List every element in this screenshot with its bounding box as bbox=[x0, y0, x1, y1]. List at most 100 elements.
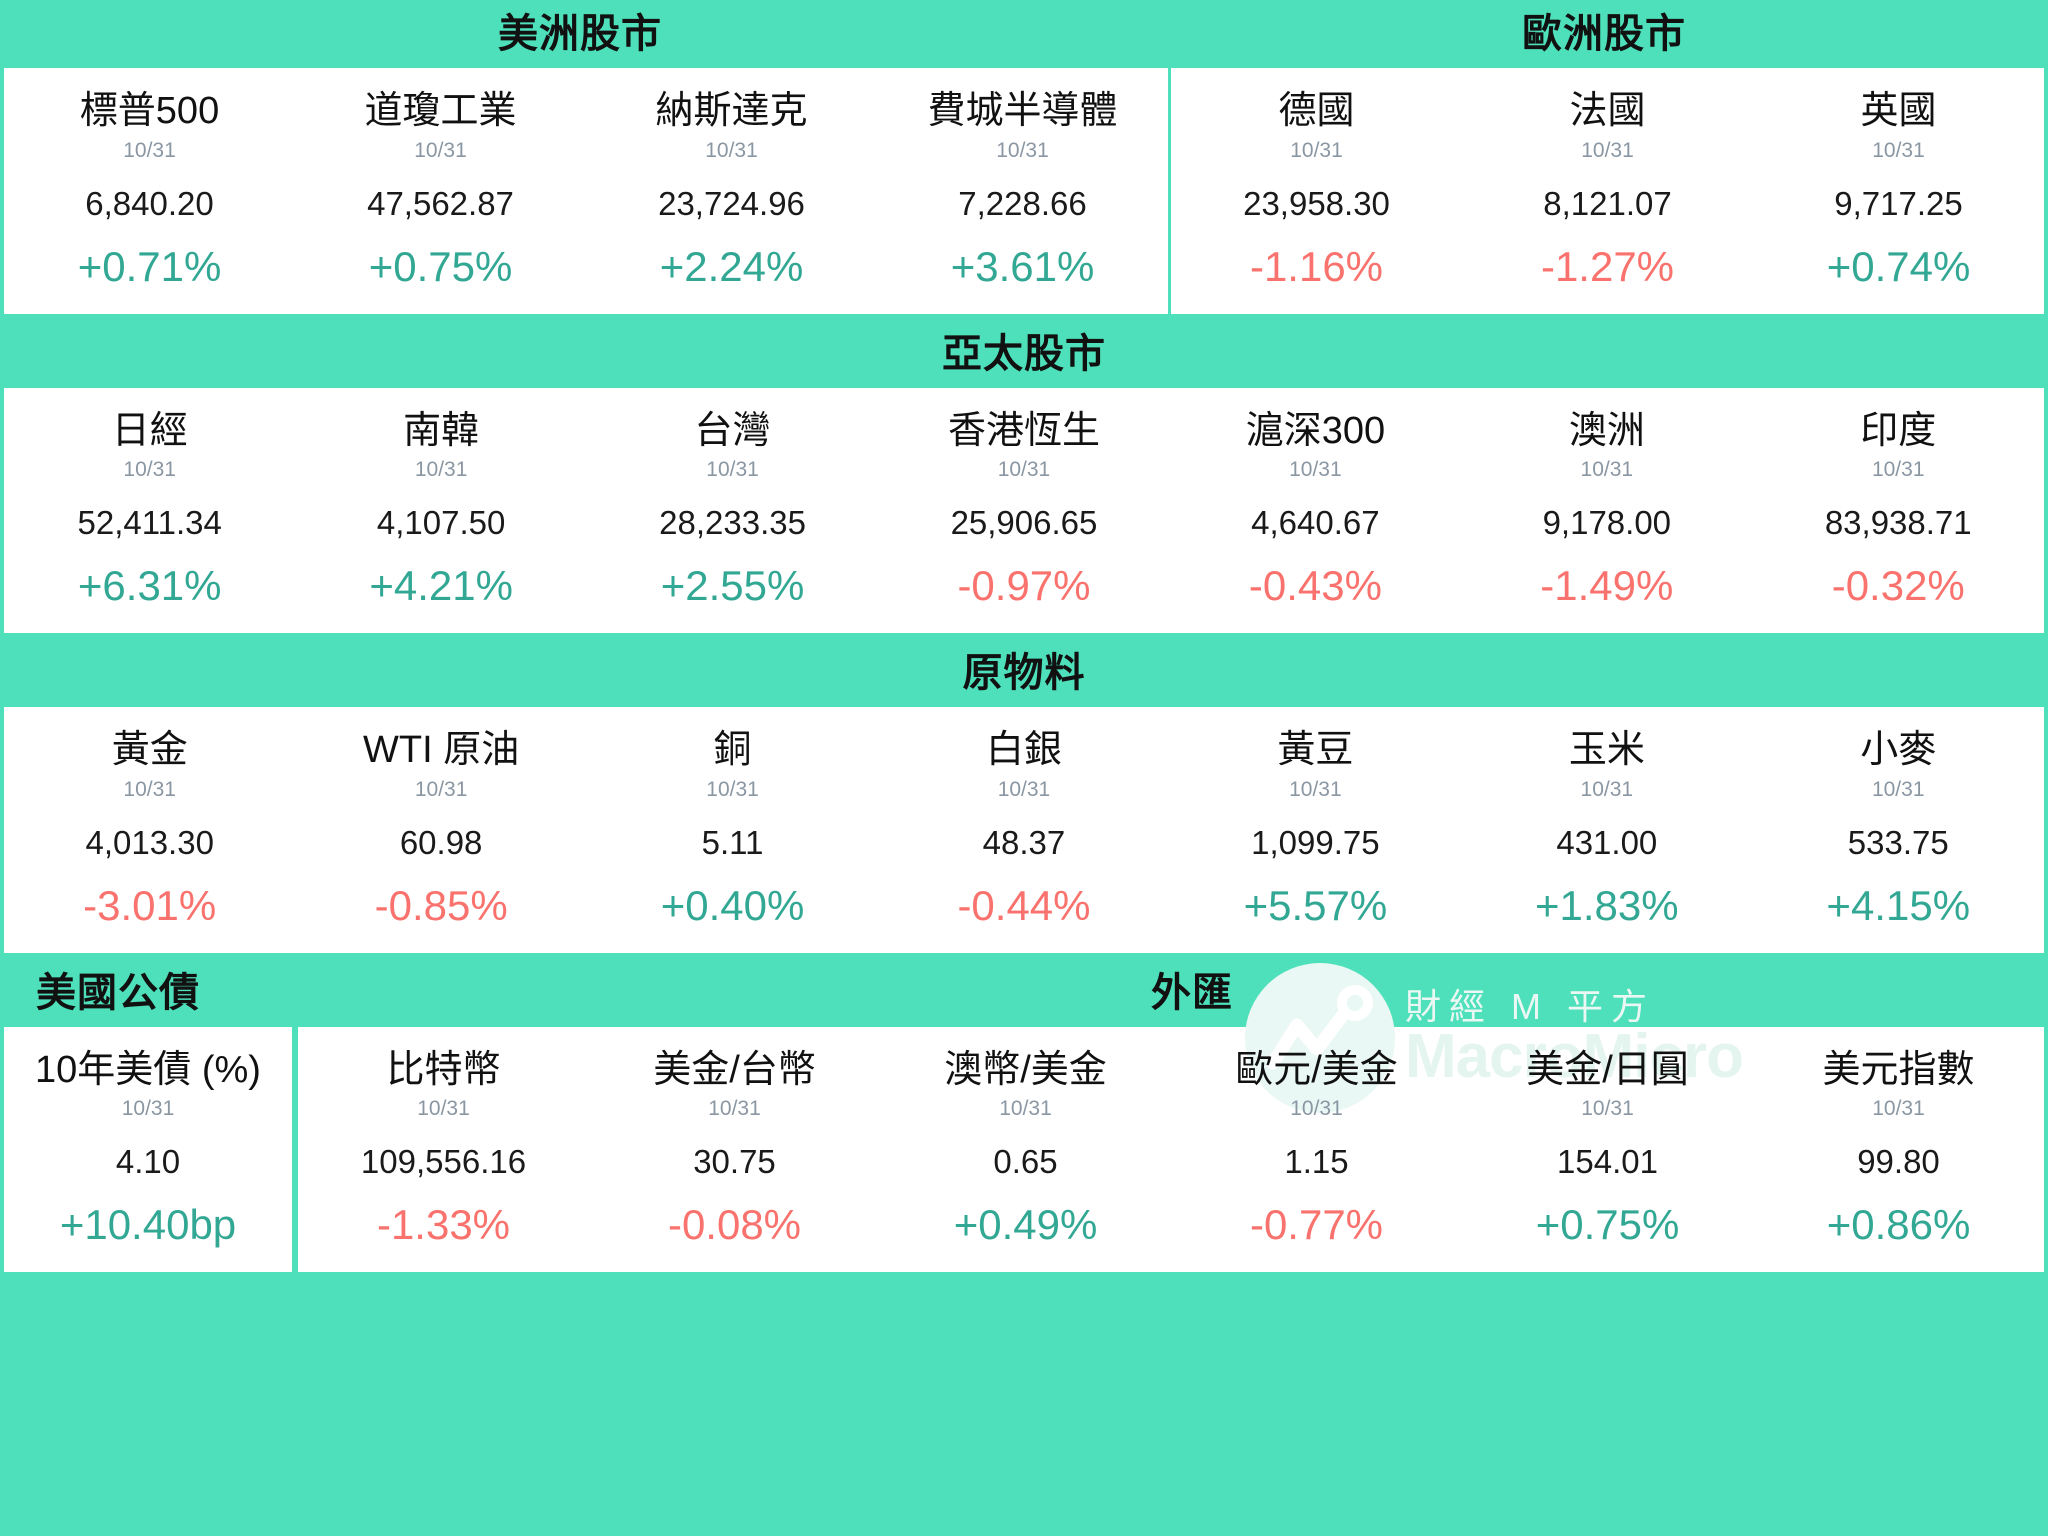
quote-cell[interactable]: 印度 10/31 83,938.71 -0.32% bbox=[1753, 388, 2044, 634]
quote-name: 小麥 bbox=[1860, 729, 1937, 772]
quote-value: 4,107.50 bbox=[376, 504, 506, 542]
quote-change: -1.16% bbox=[1249, 242, 1384, 290]
quote-cell[interactable]: 澳洲 10/31 9,178.00 -1.49% bbox=[1461, 388, 1752, 634]
quote-change: -1.49% bbox=[1540, 562, 1674, 610]
quote-value: 60.98 bbox=[399, 823, 483, 861]
quote-change: -0.44% bbox=[957, 881, 1091, 929]
quote-name: 澳幣/美金 bbox=[944, 1048, 1107, 1091]
quote-value: 48.37 bbox=[982, 823, 1066, 861]
quote-value: 99.80 bbox=[1857, 1143, 1940, 1181]
row1-panel-row: 標普500 10/31 6,840.20 +0.71% 道瓊工業 10/31 4… bbox=[0, 68, 2048, 314]
quote-date: 10/31 bbox=[1289, 458, 1342, 482]
quote-change: -0.32% bbox=[1831, 562, 1965, 610]
quote-change: -1.33% bbox=[376, 1201, 511, 1249]
quote-cell[interactable]: 比特幣 10/31 109,556.16 -1.33% bbox=[298, 1027, 589, 1273]
quote-cell[interactable]: 台灣 10/31 28,233.35 +2.55% bbox=[587, 388, 878, 634]
row-gap bbox=[0, 313, 2048, 320]
edge-left bbox=[0, 68, 4, 314]
quote-name: 印度 bbox=[1860, 409, 1937, 452]
quote-date: 10/31 bbox=[1871, 458, 1925, 482]
quote-value: 0.65 bbox=[993, 1143, 1058, 1181]
quote-name: 道瓊工業 bbox=[364, 90, 517, 132]
quote-cell[interactable]: 小麥 10/31 533.75 +4.15% bbox=[1753, 707, 2044, 953]
quote-cell[interactable]: 英國 10/31 9,717.25 +0.74% bbox=[1753, 68, 2044, 314]
quote-cell[interactable]: 銅 10/31 5.11 +0.40% bbox=[587, 707, 878, 953]
quote-cell[interactable]: 南韓 10/31 4,107.50 +4.21% bbox=[295, 388, 586, 634]
quote-date: 10/31 bbox=[414, 138, 467, 162]
edge-right bbox=[2044, 707, 2048, 953]
quote-cell[interactable]: 費城半導體 10/31 7,228.66 +3.61% bbox=[877, 68, 1168, 314]
quote-change: +2.55% bbox=[660, 562, 805, 610]
quote-cell[interactable]: 滬深300 10/31 4,640.67 -0.43% bbox=[1170, 388, 1461, 634]
quote-name: 玉米 bbox=[1568, 729, 1645, 772]
quote-date: 10/31 bbox=[997, 777, 1051, 801]
quote-cell[interactable]: 標普500 10/31 6,840.20 +0.71% bbox=[4, 68, 295, 314]
quote-cell[interactable]: 歐元/美金 10/31 1.15 -0.77% bbox=[1171, 1027, 1462, 1273]
quote-value: 25,906.65 bbox=[950, 504, 1098, 542]
quote-value: 7,228.66 bbox=[958, 184, 1087, 222]
quote-name: 標普500 bbox=[79, 90, 220, 132]
panel-gap bbox=[292, 1026, 298, 1273]
quote-date: 10/31 bbox=[999, 1097, 1052, 1121]
quote-value: 533.75 bbox=[1847, 823, 1949, 861]
section-title-asia: 亞太股市 bbox=[942, 331, 1106, 376]
quote-date: 10/31 bbox=[1581, 1097, 1634, 1121]
quote-date: 10/31 bbox=[1290, 138, 1343, 162]
quote-date: 10/31 bbox=[414, 777, 468, 801]
quote-value: 8,121.07 bbox=[1543, 184, 1672, 222]
quote-change: +0.49% bbox=[953, 1201, 1098, 1249]
quote-cell[interactable]: 黃金 10/31 4,013.30 -3.01% bbox=[4, 707, 295, 953]
edge-right bbox=[2044, 68, 2048, 314]
row2-panel-row: 日經 10/31 52,411.34 +6.31% 南韓 10/31 4,107… bbox=[0, 387, 2048, 634]
quote-date: 10/31 bbox=[417, 1097, 470, 1121]
quote-name: 美元指數 bbox=[1822, 1048, 1975, 1091]
quote-date: 10/31 bbox=[708, 1097, 761, 1121]
quote-date: 10/31 bbox=[1290, 1097, 1343, 1121]
quote-cell[interactable]: 日經 10/31 52,411.34 +6.31% bbox=[4, 388, 295, 634]
quote-change: -0.85% bbox=[374, 881, 508, 929]
quote-change: -0.77% bbox=[1249, 1201, 1384, 1249]
quote-change: +4.15% bbox=[1826, 881, 1971, 929]
edge-left bbox=[0, 1026, 4, 1273]
quote-change: +3.61% bbox=[950, 242, 1095, 290]
quote-change: +0.75% bbox=[1535, 1201, 1680, 1249]
quote-cell[interactable]: WTI 原油 10/31 60.98 -0.85% bbox=[295, 707, 586, 953]
quote-value: 1,099.75 bbox=[1251, 823, 1380, 861]
quote-cell[interactable]: 澳幣/美金 10/31 0.65 +0.49% bbox=[880, 1027, 1171, 1273]
section-title-europe: 歐洲股市 bbox=[1522, 12, 1686, 56]
edge-left bbox=[0, 707, 4, 953]
quote-cell[interactable]: 道瓊工業 10/31 47,562.87 +0.75% bbox=[295, 68, 586, 314]
quote-date: 10/31 bbox=[123, 138, 176, 162]
quote-value: 5.11 bbox=[701, 823, 764, 861]
quote-name: 滬深300 bbox=[1245, 409, 1386, 452]
section-title-forex: 外匯 bbox=[1151, 970, 1233, 1015]
quote-change: +5.57% bbox=[1243, 881, 1388, 929]
quote-date: 10/31 bbox=[996, 138, 1049, 162]
quote-cell[interactable]: 美金/台幣 10/31 30.75 -0.08% bbox=[589, 1027, 880, 1273]
quote-value: 23,724.96 bbox=[658, 184, 805, 222]
quote-cell[interactable]: 白銀 10/31 48.37 -0.44% bbox=[878, 707, 1169, 953]
quote-date: 10/31 bbox=[123, 777, 176, 801]
quote-cell[interactable]: 德國 10/31 23,958.30 -1.16% bbox=[1171, 68, 1462, 314]
quote-change: +0.74% bbox=[1826, 242, 1971, 290]
quote-name: 比特幣 bbox=[386, 1048, 501, 1091]
quote-cell[interactable]: 香港恆生 10/31 25,906.65 -0.97% bbox=[878, 388, 1169, 634]
quote-cell[interactable]: 10年美債 (%) 10/31 4.10 +10.40bp bbox=[4, 1027, 292, 1273]
quote-cell[interactable]: 黃豆 10/31 1,099.75 +5.57% bbox=[1170, 707, 1461, 953]
quote-value: 30.75 bbox=[693, 1143, 776, 1181]
quote-value: 47,562.87 bbox=[367, 184, 514, 222]
quote-date: 10/31 bbox=[1872, 138, 1925, 162]
quote-cell[interactable]: 納斯達克 10/31 23,724.96 +2.24% bbox=[586, 68, 877, 314]
edge-left bbox=[0, 387, 4, 634]
quote-name: 美金/台幣 bbox=[653, 1048, 816, 1091]
quote-cell[interactable]: 美金/日圓 10/31 154.01 +0.75% bbox=[1462, 1027, 1753, 1273]
quote-cell[interactable]: 法國 10/31 8,121.07 -1.27% bbox=[1462, 68, 1753, 314]
quote-value: 431.00 bbox=[1556, 823, 1658, 861]
quote-cell[interactable]: 美元指數 10/31 99.80 +0.86% bbox=[1753, 1027, 2044, 1273]
row3-panel: 黃金 10/31 4,013.30 -3.01% WTI 原油 10/31 60… bbox=[4, 707, 2044, 953]
quote-name: 法國 bbox=[1569, 90, 1646, 132]
quote-name: 德國 bbox=[1278, 90, 1355, 132]
quote-cell[interactable]: 玉米 10/31 431.00 +1.83% bbox=[1461, 707, 1752, 953]
quote-name: 美金/日圓 bbox=[1526, 1048, 1689, 1091]
row4-panel-row: 10年美債 (%) 10/31 4.10 +10.40bp 比特幣 10/31 … bbox=[0, 1026, 2048, 1273]
